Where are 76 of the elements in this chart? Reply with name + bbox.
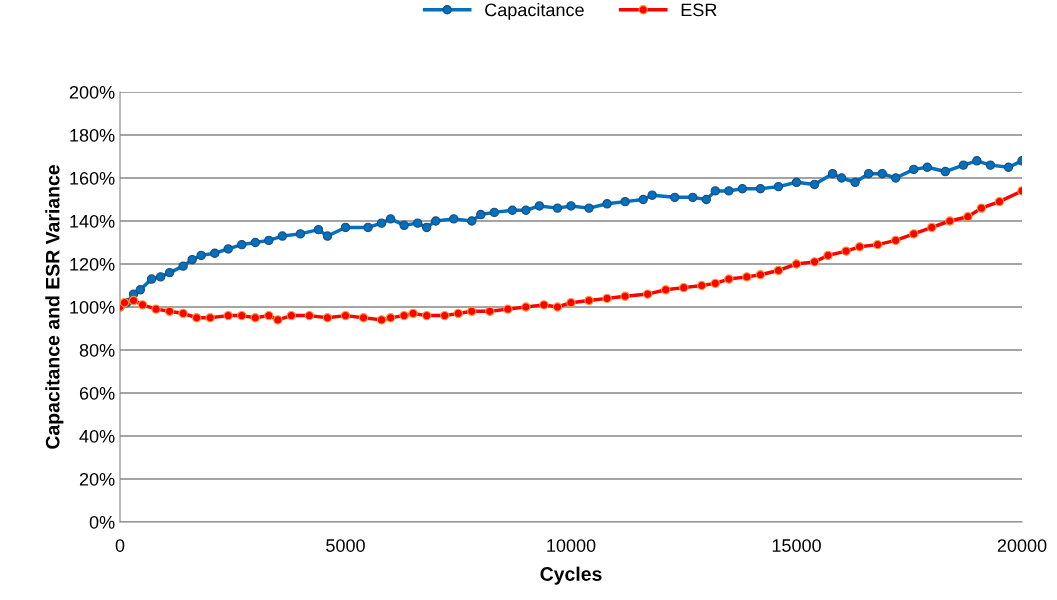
point	[963, 211, 973, 222]
x-tick-label: 15000	[772, 539, 821, 552]
y-tick-label: 180%	[70, 128, 115, 142]
point	[841, 246, 851, 256]
point	[340, 310, 351, 321]
y-axis-title: Capacitance and ESR Variance	[45, 165, 64, 449]
point	[503, 304, 513, 314]
point	[854, 242, 865, 252]
point	[408, 308, 418, 319]
point	[602, 293, 612, 304]
legend-label: ESR	[681, 3, 717, 17]
point	[164, 306, 175, 317]
point	[566, 297, 576, 308]
point	[250, 313, 261, 323]
point	[376, 315, 387, 325]
point	[191, 313, 202, 323]
point	[223, 310, 233, 321]
y-tick-label: 40%	[79, 429, 115, 443]
point	[467, 306, 477, 317]
point	[927, 222, 937, 233]
x-tick-label: 10000	[547, 539, 596, 552]
y-tick-label: 100%	[70, 300, 115, 314]
point	[205, 313, 215, 323]
y-tick-label: 20%	[79, 472, 115, 486]
point	[399, 310, 409, 321]
point	[823, 250, 833, 261]
point	[304, 310, 315, 321]
point	[710, 278, 721, 289]
y-tick-label: 120%	[70, 257, 115, 271]
y-tick-label: 0%	[89, 515, 115, 529]
point	[872, 239, 883, 250]
point	[642, 289, 653, 299]
point	[724, 274, 734, 284]
point	[137, 300, 148, 310]
point	[909, 229, 919, 239]
point	[809, 257, 820, 267]
point	[773, 265, 784, 276]
point	[620, 291, 630, 301]
x-tick-label: 5000	[326, 539, 365, 552]
legend-label: Capacitance	[485, 3, 584, 20]
y-tick-label: 200%	[69, 85, 115, 99]
x-axis-title: Cycles	[540, 566, 602, 585]
point	[178, 308, 188, 319]
point	[791, 259, 802, 269]
point	[385, 313, 396, 323]
point	[742, 272, 752, 282]
point	[151, 304, 161, 314]
point	[697, 280, 707, 291]
y-tick-label: 160%	[70, 171, 115, 185]
point	[552, 302, 563, 312]
point	[976, 203, 987, 213]
x-tick-label: 20000	[997, 539, 1047, 552]
point	[358, 313, 369, 323]
y-tick-label: 140%	[70, 214, 115, 228]
point	[539, 300, 549, 310]
point	[322, 313, 333, 323]
point	[421, 310, 432, 321]
point	[679, 282, 689, 293]
point	[521, 302, 531, 312]
point	[584, 295, 594, 306]
point	[286, 310, 297, 321]
point	[994, 196, 1005, 207]
point	[273, 315, 283, 325]
point	[890, 235, 901, 246]
point	[945, 216, 955, 226]
point	[439, 310, 450, 321]
point	[264, 310, 274, 321]
point	[485, 306, 495, 317]
point	[237, 310, 247, 321]
point	[453, 308, 463, 319]
y-tick-label: 60%	[79, 386, 115, 400]
point	[755, 270, 766, 280]
y-tick-label: 80%	[79, 343, 115, 357]
point	[660, 285, 671, 295]
point	[128, 295, 139, 306]
x-tick-label: 0	[115, 539, 125, 552]
